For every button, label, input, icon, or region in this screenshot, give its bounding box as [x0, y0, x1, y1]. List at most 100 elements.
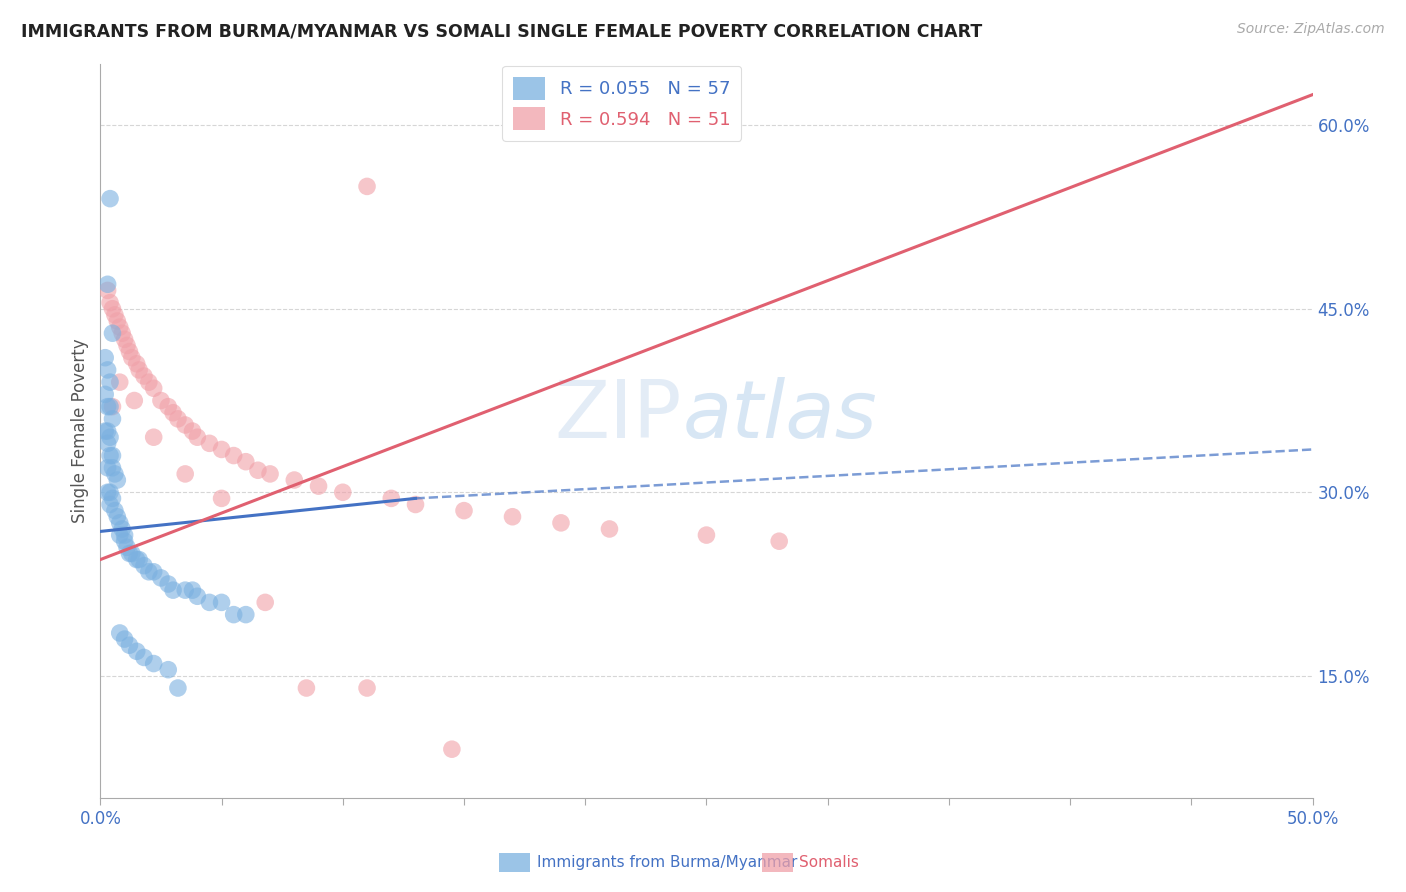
Point	[356, 179, 378, 194]
Point	[142, 565, 165, 579]
Point	[111, 326, 134, 341]
Text: ZIP: ZIP	[555, 377, 682, 456]
Point	[97, 400, 120, 414]
Point	[101, 326, 124, 341]
Point	[108, 528, 131, 542]
Point	[104, 503, 127, 517]
Point	[259, 467, 281, 481]
Point	[550, 516, 572, 530]
Point	[453, 503, 475, 517]
Point	[115, 338, 138, 352]
Point	[222, 607, 245, 622]
Point	[104, 467, 127, 481]
Point	[198, 436, 221, 450]
Point	[198, 595, 221, 609]
Point	[222, 449, 245, 463]
Point	[142, 381, 165, 395]
Point	[157, 577, 180, 591]
Point	[98, 400, 121, 414]
Point	[356, 681, 378, 695]
Point	[138, 375, 160, 389]
Point	[181, 424, 204, 438]
Point	[101, 412, 124, 426]
Point	[283, 473, 305, 487]
Point	[254, 595, 277, 609]
Point	[132, 369, 155, 384]
Text: Source: ZipAtlas.com: Source: ZipAtlas.com	[1237, 22, 1385, 37]
Point	[405, 498, 427, 512]
Point	[142, 430, 165, 444]
Point	[121, 546, 143, 560]
Point	[94, 351, 117, 365]
Text: atlas: atlas	[682, 377, 877, 456]
Point	[118, 546, 141, 560]
Point	[186, 589, 208, 603]
Point	[101, 491, 124, 506]
Y-axis label: Single Female Poverty: Single Female Poverty	[72, 339, 89, 524]
Point	[235, 607, 257, 622]
Point	[101, 449, 124, 463]
Point	[118, 638, 141, 652]
Point	[97, 485, 120, 500]
Point	[128, 363, 150, 377]
Text: Somalis: Somalis	[799, 855, 859, 870]
Point	[105, 473, 128, 487]
Point	[162, 406, 184, 420]
Text: Immigrants from Burma/Myanmar: Immigrants from Burma/Myanmar	[537, 855, 797, 870]
Point	[768, 534, 790, 549]
Point	[162, 583, 184, 598]
Point	[94, 387, 117, 401]
Point	[174, 417, 197, 432]
Point	[97, 284, 120, 298]
Point	[114, 632, 136, 646]
Point	[97, 436, 120, 450]
Point	[98, 485, 121, 500]
Point	[149, 393, 172, 408]
Point	[157, 663, 180, 677]
Point	[235, 455, 257, 469]
Point	[97, 277, 120, 292]
Point	[98, 295, 121, 310]
Point	[97, 424, 120, 438]
Point	[98, 192, 121, 206]
Point	[149, 571, 172, 585]
Point	[157, 400, 180, 414]
Point	[105, 314, 128, 328]
Point	[174, 467, 197, 481]
Point	[97, 363, 120, 377]
Point	[101, 400, 124, 414]
Point	[124, 393, 146, 408]
Point	[695, 528, 717, 542]
Point	[114, 332, 136, 346]
Point	[115, 541, 138, 555]
Point	[186, 430, 208, 444]
Point	[128, 552, 150, 566]
Point	[108, 320, 131, 334]
Point	[97, 460, 120, 475]
Point	[332, 485, 354, 500]
Point	[125, 552, 148, 566]
Point	[181, 583, 204, 598]
Point	[295, 681, 318, 695]
Point	[440, 742, 463, 756]
Point	[502, 509, 524, 524]
Point	[98, 449, 121, 463]
Point	[308, 479, 330, 493]
Point	[111, 522, 134, 536]
Point	[211, 442, 233, 457]
Point	[380, 491, 402, 506]
Point	[125, 644, 148, 658]
Point	[98, 498, 121, 512]
Text: IMMIGRANTS FROM BURMA/MYANMAR VS SOMALI SINGLE FEMALE POVERTY CORRELATION CHART: IMMIGRANTS FROM BURMA/MYANMAR VS SOMALI …	[21, 22, 983, 40]
Point	[108, 626, 131, 640]
Point	[98, 430, 121, 444]
Point	[114, 534, 136, 549]
Point	[138, 565, 160, 579]
Point	[211, 491, 233, 506]
Point	[104, 308, 127, 322]
Point	[174, 583, 197, 598]
Point	[125, 357, 148, 371]
Point	[94, 424, 117, 438]
Point	[142, 657, 165, 671]
Point	[98, 375, 121, 389]
